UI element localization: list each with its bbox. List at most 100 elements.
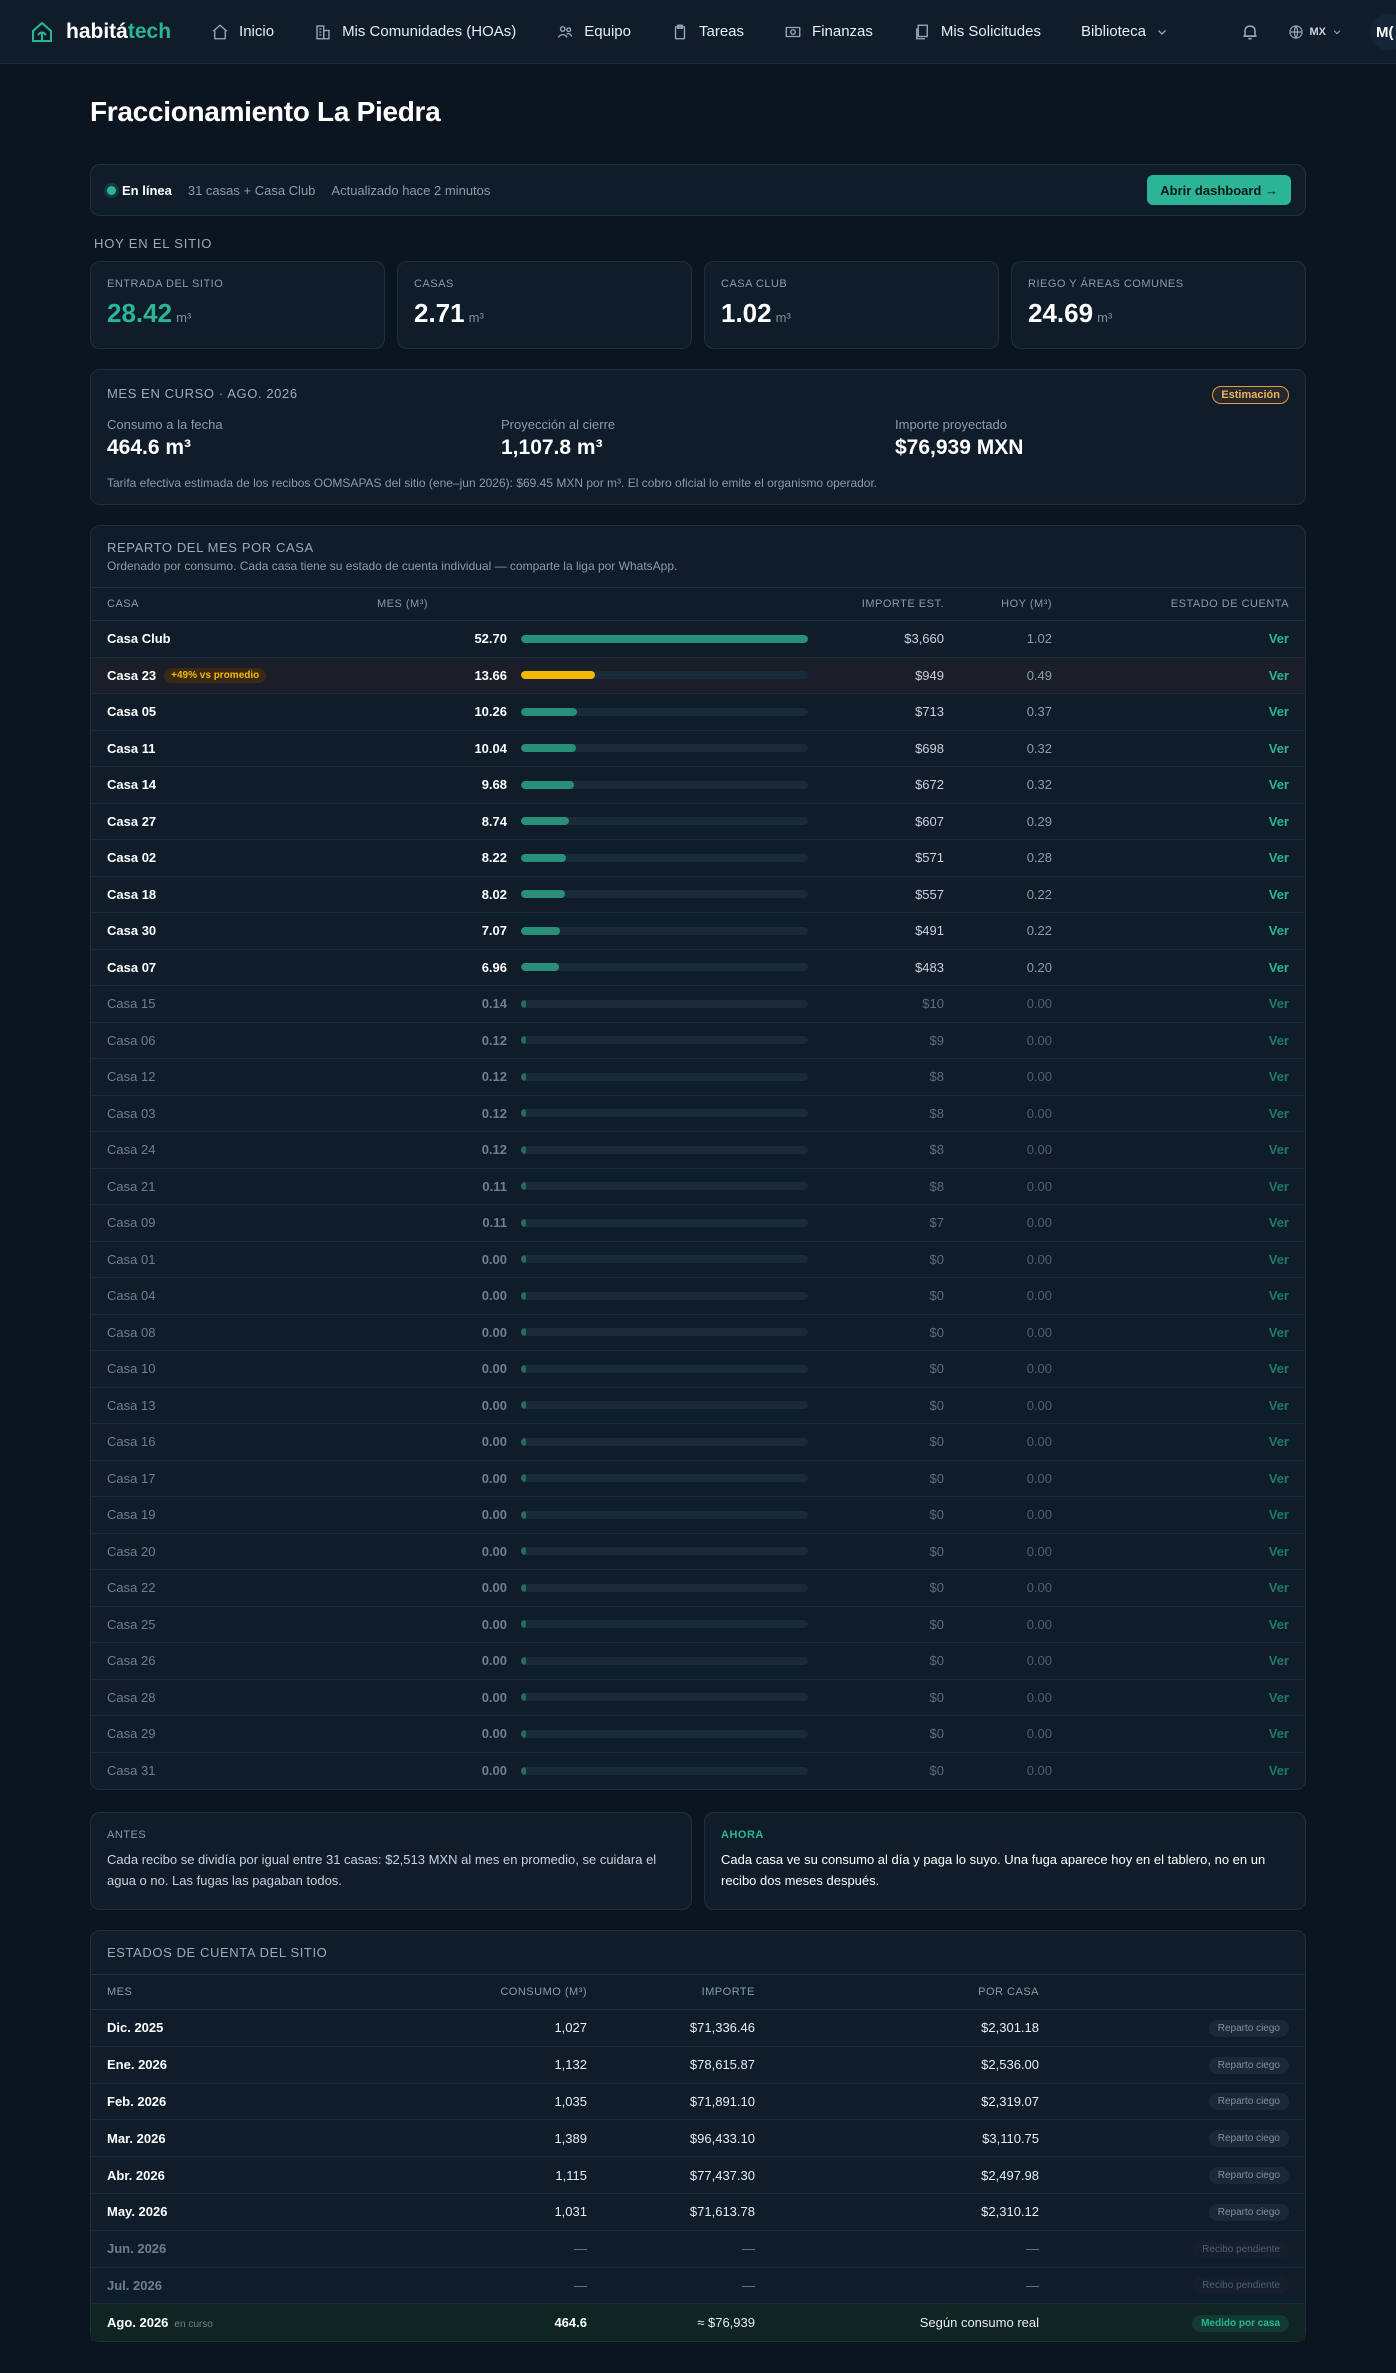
table-row[interactable]: Jun. 2026 — — — Recibo pendiente	[91, 2231, 1305, 2268]
table-row: Casa 21 0.11 $8 0.00 Ver	[91, 1169, 1305, 1205]
nav-item-equipo[interactable]: Equipo	[556, 23, 631, 41]
table-row: Casa 20 0.00 $0 0.00 Ver	[91, 1534, 1305, 1570]
view-statement-link[interactable]: Ver	[1268, 886, 1289, 902]
today-consumption: 0.32	[1026, 777, 1052, 793]
view-statement-link[interactable]: Ver	[1268, 777, 1289, 793]
statement-month: Abr. 2026	[107, 2167, 165, 2183]
today-stats: ENTRADA DEL SITIO 28.42 m³ CASAS 2.71 m³ C…	[90, 261, 1306, 349]
view-statement-link[interactable]: Ver	[1268, 1763, 1289, 1779]
table-row[interactable]: Feb. 2026 1,035 $71,891.10 $2,319.07 Reparto…	[91, 2084, 1305, 2121]
view-statement-link[interactable]: Ver	[1268, 996, 1289, 1012]
logo[interactable]: habitátech	[30, 20, 171, 44]
table-row: Casa 27 8.74 $607 0.29 Ver	[91, 804, 1305, 840]
stat-value: 1.02 m³	[721, 298, 791, 328]
stat-label: CASA CLUB	[721, 278, 788, 290]
view-statement-link[interactable]: Ver	[1268, 704, 1289, 720]
nav-label: Equipo	[584, 23, 631, 40]
statement-per-house: —	[1026, 2277, 1039, 2293]
nav-item-biblioteca[interactable]: Biblioteca	[1081, 23, 1168, 40]
view-statement-link[interactable]: Ver	[1268, 1361, 1289, 1377]
view-statement-link[interactable]: Ver	[1268, 631, 1289, 647]
view-statement-link[interactable]: Ver	[1268, 1105, 1289, 1121]
online-status: En línea	[122, 182, 172, 198]
view-statement-link[interactable]: Ver	[1268, 1251, 1289, 1267]
house-name: Casa 29	[107, 1726, 156, 1742]
language-selector[interactable]: MX	[1288, 24, 1343, 40]
view-statement-link[interactable]: Ver	[1268, 1653, 1289, 1669]
bell-icon[interactable]	[1240, 22, 1260, 42]
month-consumption: 0.00	[481, 1507, 507, 1523]
estimate-badge: Estimación	[1212, 386, 1289, 404]
view-statement-link[interactable]: Ver	[1268, 1032, 1289, 1048]
view-statement-link[interactable]: Ver	[1268, 1616, 1289, 1632]
nav-item-comunidades[interactable]: Mis Comunidades (HOAs)	[314, 23, 516, 41]
today-consumption: 0.00	[1026, 1689, 1052, 1705]
status-badge: Medido por casa	[1192, 2314, 1289, 2332]
bar-track	[521, 999, 808, 1008]
table-row: Casa 14 9.68 $672 0.32 Ver	[91, 767, 1305, 804]
bar-fill	[521, 926, 560, 935]
today-consumption: 0.22	[1026, 923, 1052, 939]
statement-status: Recibo pendiente	[1039, 2240, 1289, 2258]
view-statement-link[interactable]: Ver	[1268, 1689, 1289, 1705]
avatar[interactable]: M(	[1370, 14, 1396, 50]
view-statement-link[interactable]: Ver	[1268, 1069, 1289, 1085]
view-statement-link[interactable]: Ver	[1268, 1142, 1289, 1158]
today-consumption: 0.00	[1026, 1763, 1052, 1779]
nav-item-inicio[interactable]: Inicio	[211, 23, 274, 41]
view-statement-link[interactable]: Ver	[1268, 1470, 1289, 1486]
table-row[interactable]: Ene. 2026 1,132 $78,615.87 $2,536.00 Reparto…	[91, 2047, 1305, 2084]
statement-consumption: 1,115	[555, 2167, 587, 2183]
stat-card-entrada: ENTRADA DEL SITIO 28.42 m³	[90, 261, 385, 349]
estimated-amount: $0	[929, 1434, 944, 1450]
home-icon	[212, 23, 228, 39]
statement-per-house: $2,301.18	[981, 2020, 1039, 2036]
view-statement-link[interactable]: Ver	[1268, 1397, 1289, 1413]
table-row[interactable]: May. 2026 1,031 $71,613.78 $2,310.12 Reparto…	[91, 2194, 1305, 2231]
view-statement-link[interactable]: Ver	[1268, 1543, 1289, 1559]
view-statement-link[interactable]: Ver	[1268, 667, 1289, 683]
consumption-bar	[507, 1145, 808, 1154]
view-statement-link[interactable]: Ver	[1268, 923, 1289, 939]
view-statement-link[interactable]: Ver	[1268, 1580, 1289, 1596]
table-row[interactable]: Mar. 2026 1,389 $96,433.10 $3,110.75 Reparto…	[91, 2120, 1305, 2158]
status-badge: Reparto ciego	[1208, 2130, 1289, 2148]
bar-fill	[521, 707, 577, 716]
table-row: Casa 09 0.11 $7 0.00 Ver	[91, 1205, 1305, 1242]
view-statement-link[interactable]: Ver	[1268, 850, 1289, 866]
nav-item-tareas[interactable]: Tareas	[671, 23, 744, 41]
table-row[interactable]: Ago. 2026 en curso 464.6 ≈ $76,939 Según con…	[91, 2304, 1305, 2342]
nav-item-solicitudes[interactable]: Mis Solicitudes	[913, 23, 1041, 41]
estimated-amount: $698	[915, 740, 944, 756]
main-content: Fraccionamiento La Piedra En línea 31 ca…	[90, 64, 1306, 2343]
before-card: ANTES Cada recibo se dividía por igual e…	[90, 1812, 692, 1910]
house-name: Casa 02	[107, 850, 157, 866]
bar-track	[521, 1291, 808, 1300]
view-statement-link[interactable]: Ver	[1268, 959, 1289, 975]
nav-item-finanzas[interactable]: Finanzas	[784, 23, 873, 41]
estimated-amount: $0	[929, 1726, 944, 1742]
statement-per-house: Según consumo real	[919, 2315, 1039, 2331]
table-row[interactable]: Dic. 2025 1,027 $71,336.46 $2,301.18 Reparto…	[91, 2010, 1305, 2047]
updated-time: Actualizado hace 2 minutos	[331, 182, 491, 198]
open-dashboard-button[interactable]: Abrir dashboard →	[1147, 175, 1291, 205]
view-statement-link[interactable]: Ver	[1268, 1726, 1289, 1742]
after-label: AHORA	[721, 1829, 764, 1841]
view-statement-link[interactable]: Ver	[1268, 1288, 1289, 1304]
statement-amount: ≈ $76,939	[697, 2315, 755, 2331]
view-statement-link[interactable]: Ver	[1268, 1324, 1289, 1340]
view-statement-link[interactable]: Ver	[1268, 1215, 1289, 1231]
house-name: Casa 09	[107, 1215, 156, 1231]
view-statement-link[interactable]: Ver	[1268, 813, 1289, 829]
view-statement-link[interactable]: Ver	[1268, 1434, 1289, 1450]
today-consumption: 0.37	[1026, 704, 1052, 720]
view-statement-link[interactable]: Ver	[1268, 1507, 1289, 1523]
month-consumption: 8.74	[481, 813, 507, 829]
statement-amount: —	[742, 2241, 755, 2257]
view-statement-link[interactable]: Ver	[1268, 740, 1289, 756]
table-row[interactable]: Jul. 2026 — — — Recibo pendiente	[91, 2268, 1305, 2305]
estimated-amount: $0	[929, 1689, 944, 1705]
table-row[interactable]: Abr. 2026 1,115 $77,437.30 $2,497.98 Reparto…	[91, 2157, 1305, 2194]
view-statement-link[interactable]: Ver	[1268, 1178, 1289, 1194]
top-nav: habitátech Inicio Mis Comunidades (HOAs)…	[0, 0, 1396, 64]
